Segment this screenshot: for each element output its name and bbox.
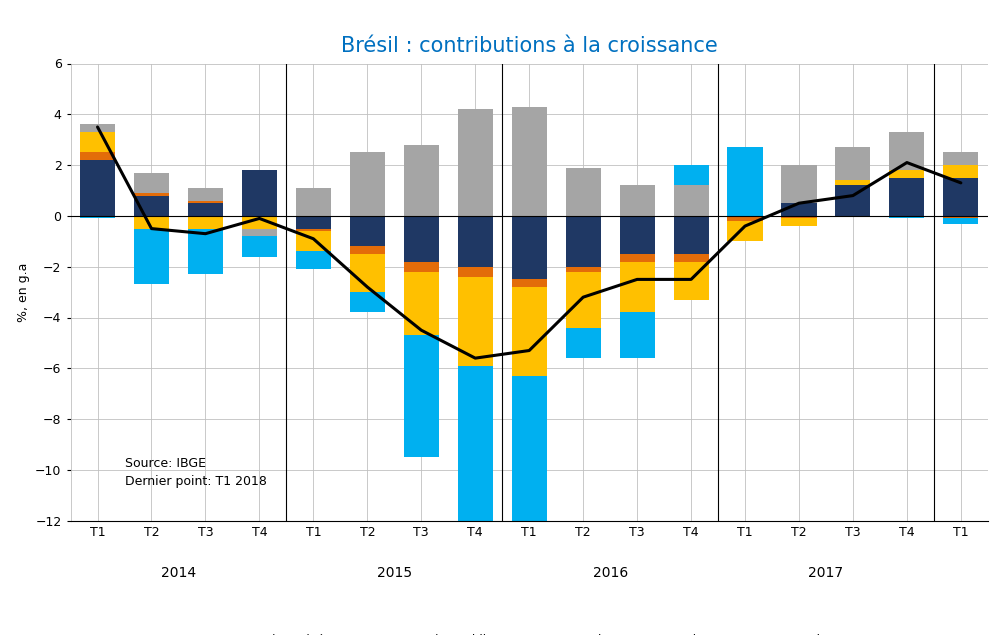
- Text: Source: IBGE
Dernier point: T1 2018: Source: IBGE Dernier point: T1 2018: [125, 457, 266, 488]
- Bar: [943, 152, 979, 165]
- Bar: [889, 178, 924, 216]
- Legend: Consommation privée, Consommation publique, FBCF totale, Exportations nettes, St: Consommation privée, Consommation publiq…: [172, 629, 886, 635]
- Bar: [187, 203, 223, 216]
- Bar: [350, 246, 385, 254]
- Bar: [295, 216, 331, 229]
- Bar: [673, 262, 709, 300]
- Bar: [80, 132, 115, 152]
- Bar: [728, 221, 763, 241]
- Bar: [565, 216, 601, 267]
- Bar: [350, 292, 385, 312]
- Bar: [673, 254, 709, 262]
- Bar: [187, 216, 223, 229]
- Bar: [458, 366, 493, 582]
- Text: 2016: 2016: [593, 566, 628, 580]
- Bar: [295, 251, 331, 269]
- Bar: [242, 229, 277, 236]
- Bar: [350, 254, 385, 292]
- Bar: [512, 216, 546, 279]
- Bar: [943, 178, 979, 216]
- Bar: [673, 216, 709, 254]
- Bar: [836, 147, 871, 180]
- Bar: [134, 196, 169, 216]
- Bar: [404, 216, 438, 262]
- Bar: [458, 277, 493, 366]
- Y-axis label: %, en g.a: %, en g.a: [16, 262, 29, 322]
- Bar: [943, 216, 979, 218]
- Bar: [404, 145, 438, 216]
- Text: 2015: 2015: [377, 566, 412, 580]
- Bar: [134, 173, 169, 193]
- Bar: [134, 229, 169, 284]
- Bar: [80, 216, 115, 218]
- Bar: [620, 216, 654, 254]
- Bar: [943, 165, 979, 178]
- Bar: [836, 180, 871, 185]
- Bar: [134, 193, 169, 196]
- Bar: [80, 152, 115, 160]
- Bar: [889, 216, 924, 218]
- Bar: [512, 376, 546, 592]
- Bar: [242, 216, 277, 229]
- Bar: [187, 188, 223, 201]
- Bar: [728, 216, 763, 221]
- Bar: [620, 312, 654, 358]
- Bar: [458, 109, 493, 216]
- Bar: [565, 168, 601, 216]
- Bar: [187, 229, 223, 274]
- Bar: [620, 254, 654, 262]
- Bar: [404, 262, 438, 272]
- Bar: [80, 160, 115, 216]
- Bar: [80, 124, 115, 132]
- Text: 2017: 2017: [808, 566, 844, 580]
- Bar: [512, 279, 546, 287]
- Bar: [512, 107, 546, 216]
- Bar: [242, 236, 277, 257]
- Bar: [565, 328, 601, 358]
- Bar: [512, 287, 546, 376]
- Bar: [673, 165, 709, 185]
- Bar: [404, 272, 438, 335]
- Bar: [781, 218, 816, 226]
- Bar: [889, 170, 924, 178]
- Bar: [404, 335, 438, 457]
- Bar: [134, 216, 169, 229]
- Bar: [458, 216, 493, 267]
- Bar: [187, 201, 223, 203]
- Bar: [889, 132, 924, 170]
- Bar: [350, 152, 385, 216]
- Bar: [728, 147, 763, 216]
- Bar: [836, 185, 871, 216]
- Bar: [620, 185, 654, 216]
- Bar: [565, 267, 601, 272]
- Bar: [781, 165, 816, 203]
- Bar: [620, 262, 654, 312]
- Bar: [673, 185, 709, 216]
- Text: 2014: 2014: [161, 566, 196, 580]
- Bar: [295, 229, 331, 231]
- Bar: [295, 231, 331, 251]
- Title: Brésil : contributions à la croissance: Brésil : contributions à la croissance: [341, 36, 718, 57]
- Bar: [458, 267, 493, 277]
- Bar: [943, 218, 979, 224]
- Bar: [781, 216, 816, 218]
- Bar: [242, 170, 277, 216]
- Bar: [295, 188, 331, 216]
- Bar: [781, 203, 816, 216]
- Bar: [350, 216, 385, 246]
- Bar: [565, 272, 601, 328]
